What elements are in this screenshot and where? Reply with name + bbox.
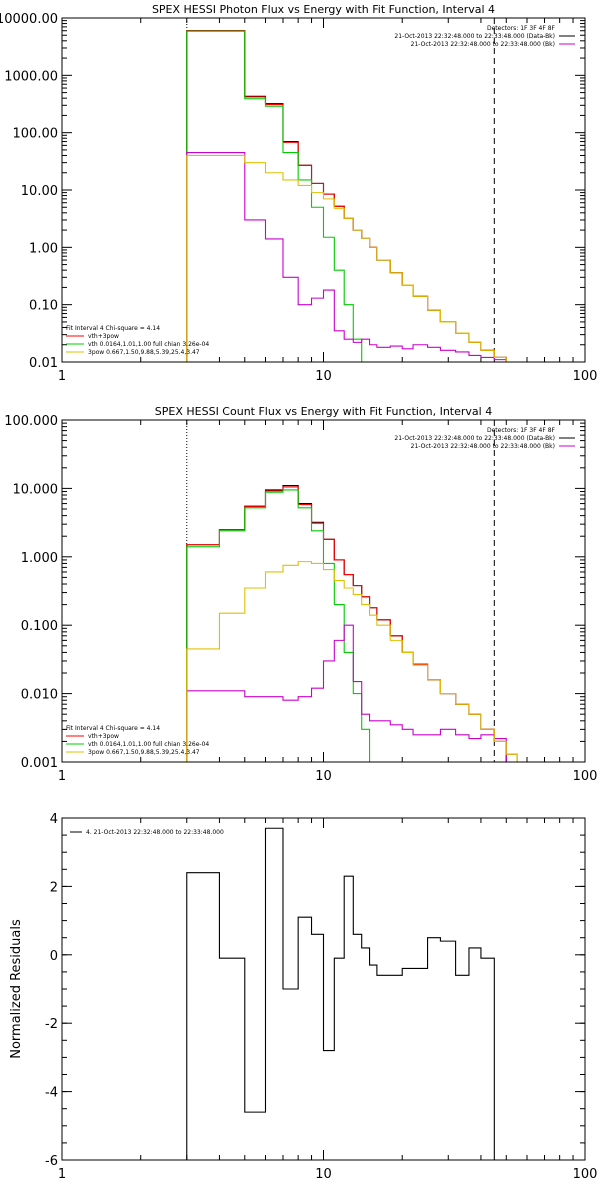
x-tick-label: 10 <box>315 769 332 784</box>
plot-frame <box>61 17 586 363</box>
y-tick-label: 0.010 <box>21 688 58 703</box>
chart-3: 1 10 100 4 2 0 -2 -4 -6 Normalized Residuals 4. 21… <box>9 812 597 1182</box>
y-tick-label: 0.100 <box>21 619 58 634</box>
y-tick-label: 0 <box>50 949 58 964</box>
legend-bottom-entry: vth 0.0164,1.01,1.00 full chian 3.26e-04 <box>88 741 209 748</box>
plot-area <box>186 420 537 762</box>
x-tick-label: 10 <box>315 1167 332 1182</box>
legend-top-entry: 21-Oct-2013 22:32:48.000 to 22:33:48.000… <box>411 41 555 48</box>
legend-top-entry: 21-Oct-2013 22:32:48.000 to 22:33:48.000… <box>394 33 555 40</box>
y-tick-label: -4 <box>45 1086 58 1101</box>
y-tick-label: -6 <box>45 1154 58 1169</box>
y-tick-label: 1.00 <box>29 241 58 256</box>
y-tick-label: 0.001 <box>21 756 58 771</box>
legend-bottom-entry: vth+3pow <box>88 733 119 740</box>
series-1-step-line <box>186 485 507 762</box>
series-5-step-line <box>186 561 537 762</box>
y-tick-label: 4 <box>50 812 58 827</box>
y-tick-label: 10.000 <box>13 482 59 497</box>
y-tick-label: 2 <box>50 880 58 895</box>
y-tick-label: 0.10 <box>29 299 58 314</box>
x-tick-label: 100 <box>573 769 598 784</box>
legend-top-entry: 21-Oct-2013 22:32:48.000 to 22:33:48.000… <box>411 443 555 450</box>
series-2-step-line <box>186 30 507 362</box>
chart-2: SPEX HESSI Count Flux vs Energy with Fit… <box>4 405 597 784</box>
y-tick-label: 10000.00 <box>0 12 58 27</box>
legend-top-entry: Detectors: 1F 3F 4F 8F <box>487 25 556 32</box>
series-4-step-line <box>186 152 507 362</box>
y-tick-label: 100.00 <box>13 127 59 142</box>
x-tick-label: 100 <box>573 1167 598 1182</box>
series-3-step-line <box>186 30 378 362</box>
series-3-step-line <box>186 489 378 762</box>
x-tick-label: 1 <box>58 369 66 384</box>
legend-bottom-entry: Fit Interval 4 Chi-square = 4.14 <box>66 725 160 732</box>
y-axis-label: Normalized Residuals <box>9 919 24 1059</box>
legend-top-entry: 4. 21-Oct-2013 22:32:48.000 to 22:33:48.… <box>86 829 224 836</box>
y-tick-label: 100.000 <box>4 414 58 429</box>
plot-frame <box>61 817 586 1161</box>
series-1-step-line <box>186 827 495 1160</box>
x-tick-label: 1 <box>58 1167 66 1182</box>
plot-area <box>186 827 495 1160</box>
legend-bottom-entry: vth+3pow <box>88 333 119 340</box>
series-2-step-line <box>186 486 518 762</box>
series-1-step-line <box>186 30 507 362</box>
chart-1: SPEX HESSI Photon Flux vs Energy with Fi… <box>0 3 597 384</box>
x-tick-label: 1 <box>58 769 66 784</box>
legend-bottom-entry: vth 0.0164,1.01,1.00 full chian 3.26e-04 <box>88 341 209 348</box>
y-tick-label: 10.00 <box>21 184 58 199</box>
y-tick-label: 0.01 <box>29 356 58 371</box>
legend-bottom-entry: 3pow 0.667,1.50,9.88,5.39,25.4,3.47 <box>88 749 200 756</box>
series-5-step-line <box>186 154 507 362</box>
chart-title: SPEX HESSI Count Flux vs Energy with Fit… <box>155 405 492 418</box>
legend-bottom-entry: Fit Interval 4 Chi-square = 4.14 <box>66 325 160 332</box>
y-tick-label: -2 <box>45 1017 58 1032</box>
x-tick-label: 100 <box>573 369 598 384</box>
y-tick-label: 1.000 <box>21 551 58 566</box>
x-tick-label: 10 <box>315 369 332 384</box>
legend-top-entry: 21-Oct-2013 22:32:48.000 to 22:33:48.000… <box>394 435 555 442</box>
y-tick-label: 1000.00 <box>4 69 58 84</box>
plot-frame <box>61 419 586 763</box>
legend-bottom-entry: 3pow 0.667,1.50,9.88,5.39,25.4,3.47 <box>88 349 200 356</box>
series-4-step-line <box>186 624 507 762</box>
chart-title: SPEX HESSI Photon Flux vs Energy with Fi… <box>152 3 495 16</box>
plot-area <box>186 18 507 362</box>
legend-top-entry: Detectors: 1F 3F 4F 8F <box>487 427 556 434</box>
